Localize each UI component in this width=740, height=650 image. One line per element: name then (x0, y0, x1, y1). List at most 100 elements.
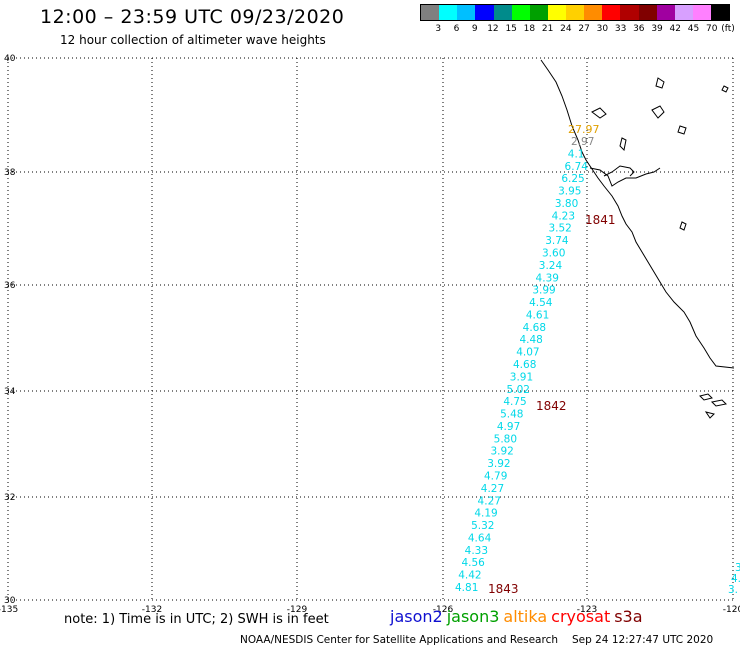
wave-height-value: 3.52 (548, 223, 571, 235)
wave-height-value: 4.27 (481, 483, 504, 495)
wave-height-value: 4.75 (503, 396, 526, 408)
color-scale-label: 18 (523, 24, 536, 34)
color-swatch (711, 5, 730, 20)
latitude-label: 32 (4, 493, 15, 503)
credit-line: NOAA/NESDIS Center for Satellite Applica… (240, 634, 713, 646)
longitude-label: -120 (723, 605, 740, 615)
wave-height-value: 4.27 (478, 495, 501, 507)
timestamp: Sep 24 12:27:47 UTC 2020 (572, 634, 714, 646)
color-scale-label: 45 (687, 24, 700, 34)
longitude-label: -123 (577, 605, 597, 615)
color-scale-label: 15 (505, 24, 517, 34)
wave-height-value: 4.39 (536, 272, 559, 284)
california-coastline (540, 59, 735, 369)
bay-inlet (603, 165, 635, 177)
color-scale-label: 39 (651, 24, 663, 34)
color-swatch (656, 5, 675, 20)
satellite-legend-s3a: s3a (614, 607, 643, 626)
color-swatch (602, 5, 621, 20)
longitude-label: -132 (142, 605, 162, 615)
lat-lon-grid: -135 -132 -129 -126 -123 -120 40 38 36 34 32 30 (0, 54, 740, 615)
color-scale-label: 3 (435, 24, 442, 34)
color-scale-labels: 3 6 9 12 15 18 21 24 27 30 33 36 39 42 45 70 (ft) (420, 24, 734, 38)
color-scale-label: 12 (487, 24, 499, 34)
wave-height-value: 5.48 (500, 409, 523, 421)
wave-height-value: 6.25 (561, 173, 584, 185)
pass-time-label: 1841 (585, 213, 616, 227)
color-scale-label: 70 (706, 24, 718, 34)
wave-height-value: 3.74 (545, 235, 569, 247)
color-scale-swatches (420, 4, 730, 21)
latitude-label: 30 (4, 596, 16, 606)
longitude-label: -126 (433, 605, 454, 615)
latitude-label: 34 (4, 387, 16, 397)
wave-height-value: 3.95 (558, 186, 581, 198)
lake-5 (721, 85, 729, 93)
wave-height-value: 5.32 (471, 520, 494, 532)
wave-height-value: 3.60 (542, 248, 565, 260)
credit-text: NOAA/NESDIS Center for Satellite Applica… (240, 634, 558, 646)
edge-wave-value: 3 (735, 562, 740, 574)
color-scale-label: 42 (669, 24, 682, 34)
island-1 (699, 393, 713, 401)
color-swatch (674, 5, 693, 20)
island-2 (710, 399, 728, 407)
wave-height-value: 5.02 (507, 384, 530, 396)
edge-track-values: 34.3. (728, 562, 740, 596)
lake-6 (679, 221, 687, 231)
longitude-label: -129 (287, 605, 308, 615)
map-subtitle: 12 hour collection of altimeter wave hei… (60, 33, 326, 47)
color-scale-legend: 3 6 9 12 15 18 21 24 27 30 33 36 39 42 45 70 (ft) (420, 4, 735, 38)
color-swatch (457, 5, 476, 20)
wave-height-value: 4.64 (468, 532, 492, 544)
color-swatch (566, 5, 585, 20)
wave-height-value: 5.80 (494, 433, 517, 445)
wave-height-value: 6.74 (565, 161, 589, 173)
latitude-label: 38 (4, 168, 16, 178)
edge-wave-value: 3. (728, 584, 738, 596)
color-scale-label: 24 (560, 24, 572, 34)
color-scale-label: 21 (541, 24, 554, 34)
color-scale-label: 33 (614, 24, 627, 34)
color-swatch (421, 5, 440, 20)
wave-height-value: 4.1 (568, 148, 585, 160)
wave-height-value: 3.99 (532, 285, 555, 297)
color-swatch (511, 5, 530, 20)
footnote: note: 1) Time is in UTC; 2) SWH is in fe… (64, 612, 329, 627)
pass-time-label: 1842 (536, 399, 567, 413)
color-swatch (475, 5, 494, 20)
color-scale-label: 30 (596, 24, 609, 34)
wave-height-value: 4.56 (461, 557, 485, 569)
color-swatch (493, 5, 512, 20)
satellite-legend-cryosat: cryosat (551, 607, 611, 626)
color-scale-label: 27 (578, 24, 590, 34)
wave-height-value: 4.54 (529, 297, 553, 309)
wave-height-value: 2.97 (571, 136, 594, 148)
pass-time-label: 1843 (488, 582, 519, 596)
color-swatch (584, 5, 603, 20)
altimeter-track: 2.974.16.746.253.953.804.233.523.743.603… (455, 136, 594, 594)
sf-bay (589, 167, 661, 187)
wave-height-value: 4.48 (519, 334, 542, 346)
latitude-label: 36 (4, 281, 16, 291)
highlight-wave-value: 27.97 (568, 123, 600, 136)
color-scale-label: 9 (471, 24, 478, 34)
satellite-legend-jason2: jason2 (390, 607, 443, 626)
satellite-legend-jason3: jason3 (446, 607, 500, 626)
color-swatch (620, 5, 639, 20)
color-scale-label: 6 (453, 24, 460, 34)
wave-height-value: 3.91 (510, 371, 533, 383)
tahoe-lake (651, 105, 665, 119)
island-3 (704, 411, 715, 419)
wave-height-value: 4.68 (513, 359, 536, 371)
wave-height-value: 4.42 (458, 570, 481, 582)
wave-height-value: 3.92 (487, 458, 510, 470)
coastline (540, 59, 735, 419)
lake-4 (655, 77, 665, 89)
wave-height-value: 4.33 (465, 545, 488, 557)
wave-height-value: 4.68 (523, 322, 546, 334)
edge-wave-value: 4. (731, 573, 740, 585)
satellite-legend: jason2 jason3 altika cryosat s3a (390, 607, 647, 626)
wave-height-value: 4.79 (484, 471, 507, 483)
color-swatch (692, 5, 711, 20)
